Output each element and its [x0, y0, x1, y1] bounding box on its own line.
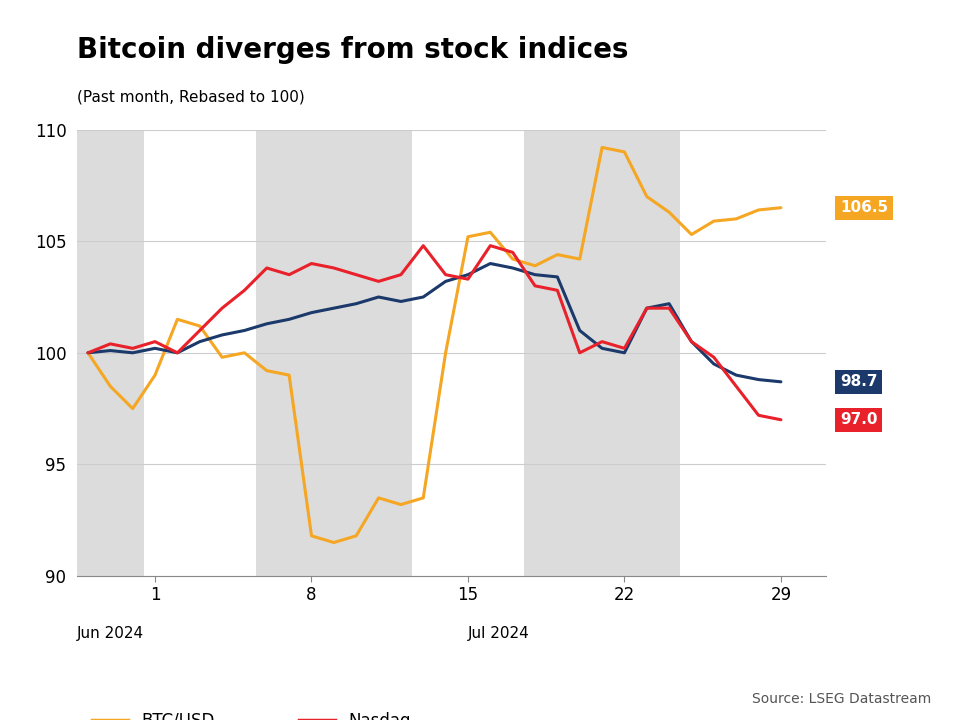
Text: Bitcoin diverges from stock indices: Bitcoin diverges from stock indices [77, 36, 628, 64]
Text: 97.0: 97.0 [840, 413, 877, 427]
Text: Jun 2024: Jun 2024 [77, 626, 144, 642]
Text: (Past month, Rebased to 100): (Past month, Rebased to 100) [77, 90, 304, 105]
Legend: BTC/USD, S&P 500, Nasdaq: BTC/USD, S&P 500, Nasdaq [85, 705, 418, 720]
Text: 106.5: 106.5 [840, 200, 888, 215]
Text: 98.7: 98.7 [840, 374, 877, 390]
Text: Source: LSEG Datastream: Source: LSEG Datastream [752, 692, 931, 706]
Bar [77, 130, 144, 576]
Bar [524, 130, 681, 576]
Text: Jul 2024: Jul 2024 [468, 626, 530, 642]
Bar [255, 130, 412, 576]
